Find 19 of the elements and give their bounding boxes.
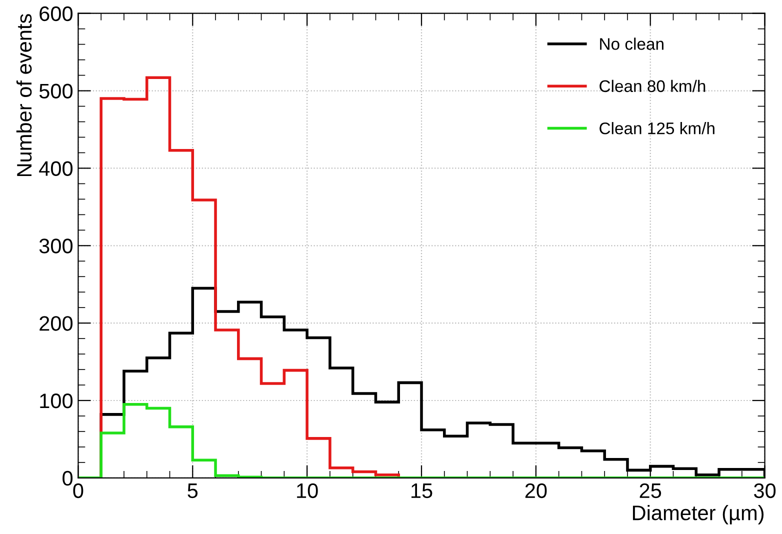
y-tick-label: 0: [62, 470, 73, 486]
y-tick-label: 100: [40, 394, 73, 408]
y-axis-title: Number of events: [16, 14, 32, 176]
legend-label: Clean 80 km/h: [600, 80, 706, 92]
x-tick-label: 0: [73, 483, 84, 498]
legend-label: Clean 125 km/h: [600, 122, 714, 134]
y-tick-label: 500: [39, 84, 73, 99]
x-tick-label: 25: [640, 483, 662, 498]
x-axis-title: Diameter (µm): [632, 504, 764, 524]
y-tick-label: 200: [40, 316, 73, 331]
x-tick-label: 15: [412, 484, 432, 498]
x-tick-label: 30: [754, 483, 776, 498]
legend-label: No clean: [600, 38, 664, 50]
y-tick-label: 400: [39, 161, 73, 176]
x-tick-label: 10: [297, 483, 318, 498]
x-tick-label: 20: [525, 483, 547, 498]
y-tick-label: 600: [40, 6, 73, 22]
x-tick-label: 5: [188, 484, 198, 498]
y-tick-label: 300: [39, 238, 73, 254]
